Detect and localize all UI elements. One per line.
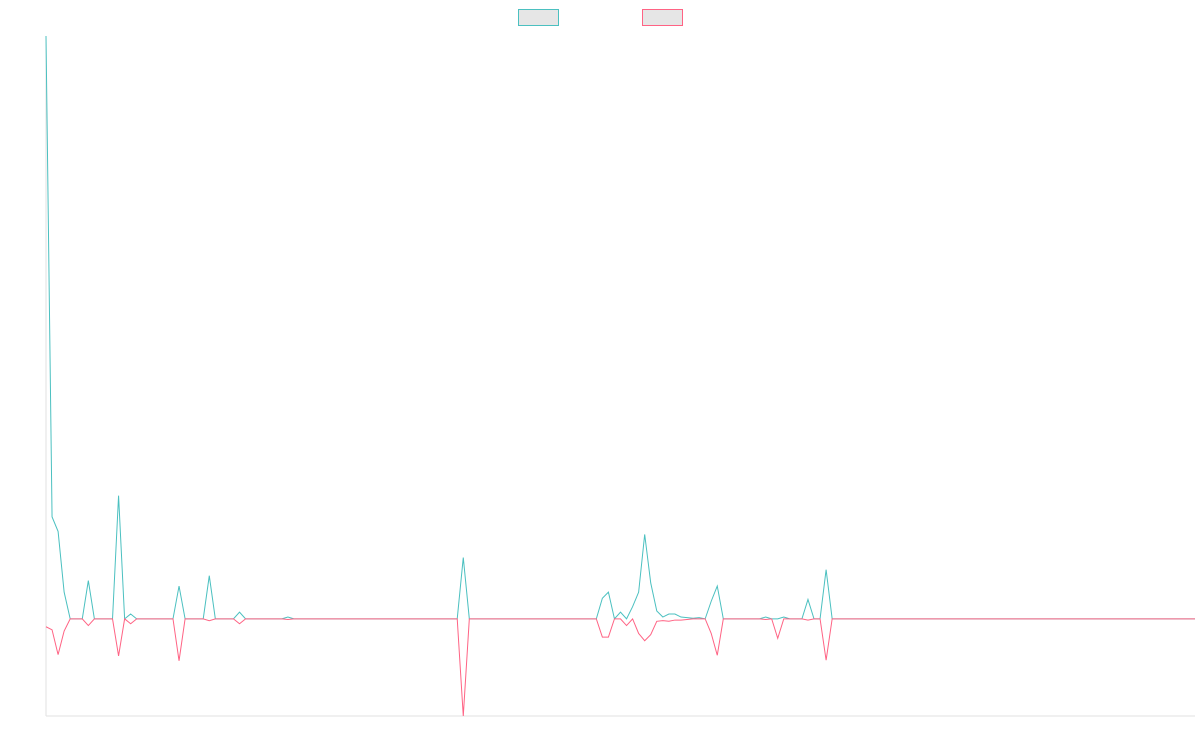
series-line-1 (45, 35, 1195, 620)
series-line-2 (45, 617, 1195, 717)
plot-area (45, 35, 1195, 717)
legend (518, 9, 683, 26)
legend-swatch-2 (642, 9, 683, 26)
legend-item-2 (642, 9, 683, 26)
legend-swatch-1 (518, 9, 559, 26)
legend-item-1 (518, 9, 559, 26)
